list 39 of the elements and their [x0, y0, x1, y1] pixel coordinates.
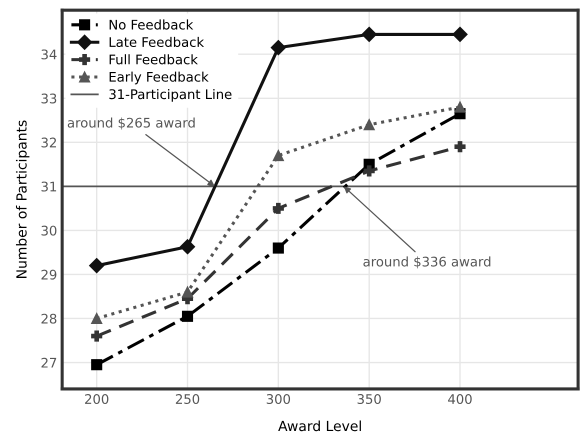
point: [182, 310, 194, 322]
point: [362, 26, 377, 42]
y-tick-label: 31: [42, 182, 56, 192]
point: [364, 119, 375, 130]
y-tick-label: 28: [41, 314, 56, 324]
x-tick-label: 250: [176, 394, 200, 404]
x-tick-label: 350: [358, 394, 381, 404]
point: [272, 150, 284, 162]
x-tick-label: 300: [266, 394, 290, 404]
point: [454, 102, 466, 113]
point: [89, 258, 104, 274]
y-tick-label: 29: [41, 270, 56, 280]
point: [180, 239, 196, 254]
point: [182, 286, 194, 298]
x-axis-title: Award Level: [278, 420, 361, 432]
legend-label: Late Feedback: [110, 36, 204, 48]
legend-label: Early Feedback: [110, 72, 209, 84]
annotation: around $265 award: [68, 117, 195, 130]
y-axis-title: Number of Participants: [16, 120, 30, 278]
legend-label: Full Feedback: [110, 54, 198, 64]
point: [272, 242, 284, 254]
point: [452, 26, 468, 42]
point: [270, 40, 286, 56]
y-tick-label: 34: [42, 49, 57, 60]
point: [91, 312, 102, 324]
y-tick-label: 33: [42, 93, 56, 104]
point: [272, 202, 284, 214]
point: [454, 141, 466, 152]
x-tick-label: 200: [85, 394, 108, 404]
legend-label: No Feedback: [110, 19, 194, 30]
point: [91, 359, 102, 370]
y-tick-label: 27: [41, 358, 56, 368]
point: [91, 330, 102, 342]
point: [364, 165, 375, 176]
annotation: around $336 award: [363, 256, 490, 268]
legend-label: 31-Participant Line: [109, 88, 232, 102]
x-tick-label: 400: [448, 394, 472, 404]
y-tick-label: 30: [42, 226, 56, 236]
y-tick-label: 32: [42, 138, 56, 148]
